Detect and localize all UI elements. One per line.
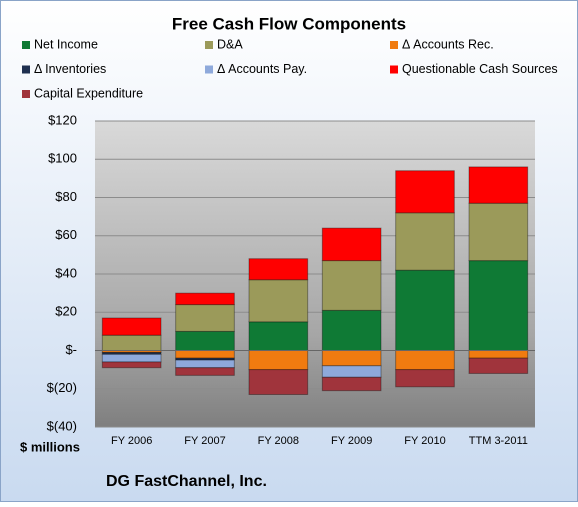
bar-segment xyxy=(248,258,309,281)
bar-segment xyxy=(395,350,455,371)
bar-segment xyxy=(468,357,529,374)
bar-segment xyxy=(321,365,382,378)
x-tick-label: FY 2007 xyxy=(184,435,225,447)
bar-segment xyxy=(468,350,529,359)
chart-title: Free Cash Flow Components xyxy=(172,14,406,33)
bar-segment xyxy=(175,292,235,306)
y-tick-label: $20 xyxy=(55,304,77,319)
bar-segment xyxy=(175,350,235,359)
y-tick-label: $120 xyxy=(48,112,77,127)
bar-segment xyxy=(468,260,529,351)
y-tick-label: $80 xyxy=(55,189,77,204)
bar-segment xyxy=(101,334,162,352)
bar-segment xyxy=(321,350,382,367)
legend-swatch xyxy=(205,65,213,74)
x-tick-label: FY 2009 xyxy=(331,435,372,447)
y-tick-label: $- xyxy=(65,342,77,357)
y-axis-label: $ millions xyxy=(20,439,80,454)
legend-swatch xyxy=(22,65,30,74)
y-tick-label: $(20) xyxy=(47,380,77,395)
bar-segment xyxy=(395,269,455,351)
bar-segment xyxy=(248,369,309,395)
legend-label: Δ Inventories xyxy=(34,62,106,76)
bar-segment xyxy=(101,317,162,336)
bar-segment xyxy=(395,369,455,388)
y-tick-label: $100 xyxy=(48,151,77,166)
bar-segment xyxy=(395,212,455,271)
legend-swatch xyxy=(22,90,30,98)
bar-segment xyxy=(248,279,309,323)
bar-segment xyxy=(175,367,235,376)
legend-label: Δ Accounts Pay. xyxy=(217,62,307,76)
bar-segment xyxy=(248,350,309,371)
bar-segment xyxy=(468,166,529,204)
bar-segment xyxy=(321,260,382,311)
y-tick-label: $40 xyxy=(55,265,77,280)
bar-segment xyxy=(395,170,455,214)
x-tick-label: FY 2008 xyxy=(258,435,299,447)
bar-segment xyxy=(101,361,162,369)
bar-segment xyxy=(101,353,162,363)
legend-swatch xyxy=(390,65,398,74)
legend-label: Capital Expenditure xyxy=(34,86,143,100)
bar-segment xyxy=(175,304,235,332)
legend-swatch xyxy=(390,41,398,49)
legend-label: D&A xyxy=(217,37,243,51)
bar-segment xyxy=(248,321,309,351)
legend-label: Net Income xyxy=(34,37,98,51)
x-tick-label: FY 2010 xyxy=(404,435,445,447)
bar-segment xyxy=(321,376,382,392)
x-tick-label: TTM 3-2011 xyxy=(469,435,528,447)
bar-segment xyxy=(468,202,529,262)
legend-swatch xyxy=(22,41,30,49)
footer: DG FastChannel, Inc. xyxy=(106,473,267,490)
y-tick-label: $(40) xyxy=(47,418,77,433)
legend-label: Questionable Cash Sources xyxy=(402,62,558,76)
bar-segment xyxy=(175,330,235,351)
x-tick-label: FY 2006 xyxy=(111,435,152,447)
legend-swatch xyxy=(205,41,213,49)
bar-segment xyxy=(321,309,382,351)
bar-segment xyxy=(175,359,235,369)
legend-label: Δ Accounts Rec. xyxy=(402,37,494,51)
bar-segment xyxy=(321,227,382,262)
y-tick-label: $60 xyxy=(55,227,77,242)
